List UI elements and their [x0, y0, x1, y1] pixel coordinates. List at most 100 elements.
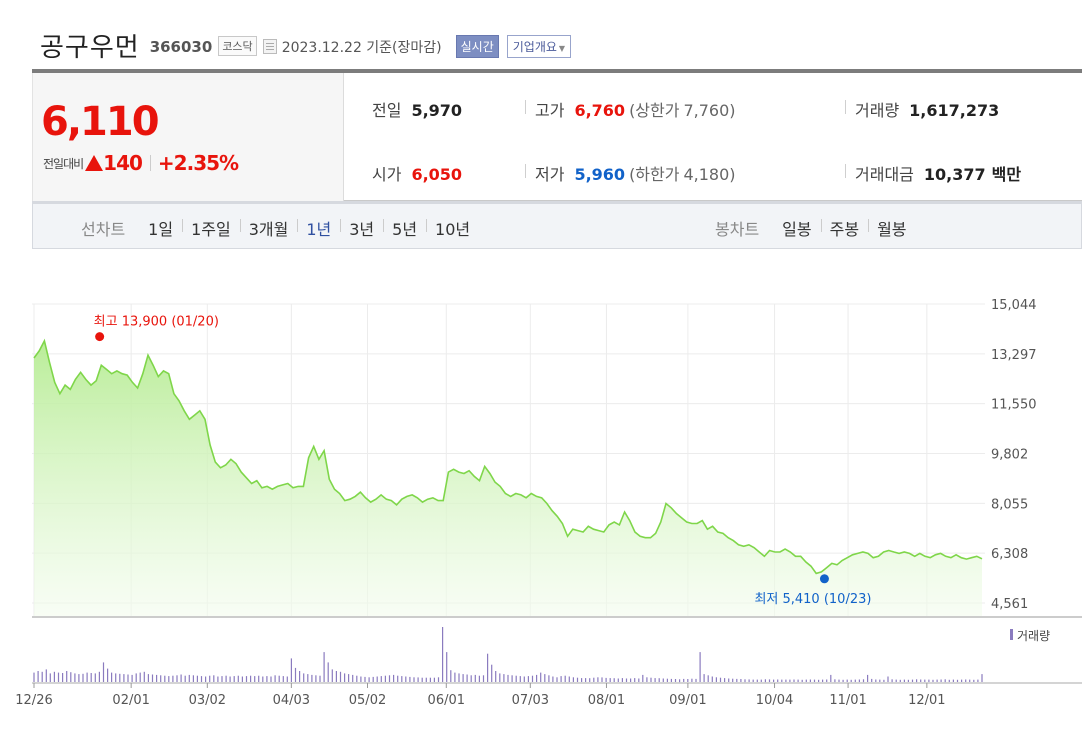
open-stat: 시가 6,050 — [372, 161, 462, 185]
realtime-button[interactable]: 실시간 — [455, 35, 499, 58]
x-axis-labels: 12/26 02/01 03/02 04/03 05/02 06/01 07/03 08/01… — [15, 683, 946, 708]
volume-bars — [33, 627, 983, 683]
stock-code: 366030 — [149, 38, 213, 56]
period-1w[interactable]: 1주일 — [182, 216, 240, 240]
price-summary: 6,110 전일대비 140 +2.35% 전일 5,970 고가 6,760 … — [32, 73, 1082, 201]
line-chart-title: 선차트 — [81, 220, 126, 239]
volume-bar — [523, 676, 525, 682]
volume-bar — [662, 678, 664, 682]
period-5y[interactable]: 5년 — [383, 216, 426, 240]
stock-header: 공구우먼 366030 코스닥 2023.12.22 기준(장마감) 실시간 기… — [40, 28, 572, 63]
volume-bar — [151, 674, 154, 682]
volume-bar — [270, 676, 272, 682]
candle-weekly[interactable]: 주봉 — [820, 216, 868, 240]
volume-bar — [213, 675, 215, 682]
period-3m[interactable]: 3개월 — [239, 216, 298, 240]
upper-limit-label: (상한가 — [629, 101, 680, 120]
volume-bar — [119, 673, 121, 683]
volume-bar — [818, 679, 820, 682]
volume-bar — [331, 669, 333, 682]
volume-bar — [585, 678, 587, 682]
volume-bar — [572, 677, 574, 682]
volume-bar — [768, 679, 771, 682]
candle-monthly[interactable]: 월봉 — [868, 216, 915, 240]
period-10y[interactable]: 10년 — [426, 216, 479, 240]
volume-bar — [932, 679, 934, 682]
volume-bar — [564, 675, 566, 682]
volume-bar — [335, 671, 337, 682]
period-3y[interactable]: 3년 — [340, 216, 383, 240]
volume-bar — [384, 675, 386, 682]
volume-bar — [241, 676, 243, 682]
period-1y[interactable]: 1년 — [297, 216, 340, 240]
volume-label: 거래량 — [855, 101, 900, 120]
volume-bar — [911, 679, 914, 682]
volume-bar — [356, 675, 358, 682]
price-area-fill — [34, 340, 982, 616]
volume-bar — [258, 675, 260, 682]
upper-limit-value: 7,760) — [683, 101, 736, 120]
volume-bar — [172, 675, 174, 682]
volume-bar — [703, 674, 705, 682]
volume-bar — [544, 674, 546, 682]
volume-bar — [143, 671, 145, 682]
volume-bar — [670, 678, 672, 682]
volume-bar — [254, 676, 256, 682]
volume-bar — [777, 679, 779, 682]
volume-bar — [33, 672, 35, 682]
volume-bar — [45, 669, 47, 682]
volume-bar — [417, 677, 419, 682]
high-value: 6,760 — [574, 101, 626, 120]
volume-bar — [274, 675, 276, 682]
y-tick-label: 8,055 — [991, 497, 1028, 512]
amount-label: 거래대금 — [855, 165, 914, 184]
low-stat: 저가 5,960 (하한가 4,180) — [535, 161, 736, 185]
volume-bar — [221, 676, 223, 682]
volume-bar — [446, 652, 448, 682]
volume-bar — [899, 679, 901, 682]
volume-bar — [82, 673, 84, 683]
volume-bar — [589, 678, 591, 682]
volume-bar — [156, 674, 158, 682]
volume-bar — [895, 679, 897, 682]
low-label: 저가 — [535, 165, 565, 184]
candle-daily[interactable]: 일봉 — [782, 220, 812, 239]
volume-bar — [388, 675, 391, 682]
volume-bar — [286, 676, 288, 682]
x-tick-label: 06/01 — [428, 693, 465, 708]
volume-bar — [442, 627, 444, 682]
volume-bar — [969, 679, 971, 682]
y-axis-labels: 15,044 13,297 11,550 9,802 8,055 6,308 4,561 — [991, 298, 1037, 612]
volume-bar — [695, 678, 697, 682]
prev-close-value: 5,970 — [411, 101, 463, 120]
volume-bar — [658, 678, 660, 682]
volume-bar — [801, 679, 803, 682]
volume-value: 1,617,273 — [909, 101, 1000, 120]
volume-bar — [956, 679, 959, 682]
volume-bar — [527, 676, 529, 682]
volume-bar — [666, 678, 668, 682]
volume-bar — [184, 675, 186, 682]
volume-bar — [397, 675, 399, 682]
period-1d[interactable]: 1일 — [148, 220, 174, 239]
volume-bar — [41, 671, 43, 682]
volume-bar — [70, 672, 72, 682]
x-tick-label: 02/01 — [112, 693, 149, 708]
volume-bar — [192, 675, 194, 682]
lower-limit-value: 4,180) — [683, 165, 736, 184]
min-price-label: 최저 5,410 (10/23) — [754, 592, 871, 607]
volume-bar — [323, 652, 325, 682]
volume-bar — [405, 676, 407, 682]
volume-bar — [822, 679, 824, 682]
divider — [845, 100, 846, 114]
volume-bar — [499, 673, 501, 682]
change-percent: +2.35% — [157, 151, 239, 175]
volume-bar — [368, 677, 370, 682]
company-overview-dropdown[interactable]: 기업개요 ▼ — [506, 35, 572, 58]
volume-bar — [372, 676, 374, 682]
volume-bar — [740, 679, 742, 682]
volume-bar — [920, 679, 922, 682]
volume-bar — [679, 679, 681, 683]
volume-bar — [209, 675, 211, 682]
